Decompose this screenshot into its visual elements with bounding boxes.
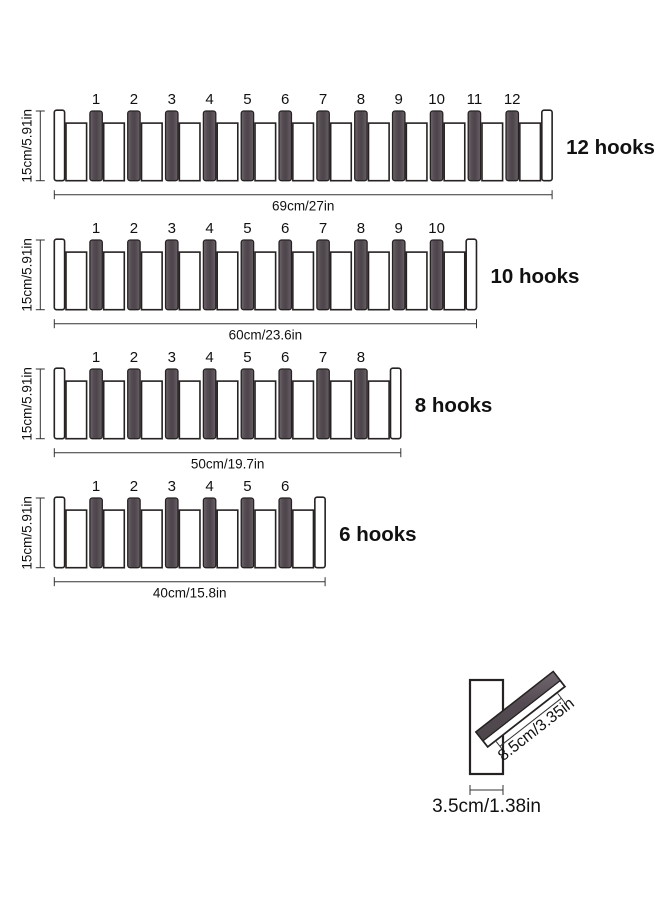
svg-text:6: 6 bbox=[281, 91, 289, 108]
svg-text:12 hooks: 12 hooks bbox=[566, 136, 655, 159]
svg-text:10 hooks: 10 hooks bbox=[491, 265, 580, 288]
svg-text:15cm/5.91in: 15cm/5.91in bbox=[19, 367, 34, 441]
svg-text:2: 2 bbox=[130, 220, 138, 237]
svg-text:15cm/5.91in: 15cm/5.91in bbox=[19, 109, 34, 183]
svg-text:1: 1 bbox=[92, 349, 100, 366]
svg-text:1: 1 bbox=[92, 478, 100, 495]
svg-text:3.5cm/1.38in: 3.5cm/1.38in bbox=[432, 796, 541, 817]
svg-text:3: 3 bbox=[168, 349, 176, 366]
svg-text:4: 4 bbox=[205, 349, 213, 366]
svg-text:2: 2 bbox=[130, 349, 138, 366]
svg-text:3: 3 bbox=[168, 220, 176, 237]
svg-text:4: 4 bbox=[205, 478, 213, 495]
svg-text:2: 2 bbox=[130, 478, 138, 495]
svg-text:7: 7 bbox=[319, 349, 327, 366]
svg-text:12: 12 bbox=[504, 91, 521, 108]
svg-text:15cm/5.91in: 15cm/5.91in bbox=[19, 238, 34, 312]
svg-text:6 hooks: 6 hooks bbox=[339, 523, 416, 546]
svg-text:5: 5 bbox=[243, 91, 251, 108]
svg-text:6: 6 bbox=[281, 220, 289, 237]
svg-text:7: 7 bbox=[319, 91, 327, 108]
svg-text:3: 3 bbox=[168, 478, 176, 495]
svg-text:7: 7 bbox=[319, 220, 327, 237]
svg-text:9: 9 bbox=[395, 220, 403, 237]
svg-text:40cm/15.8in: 40cm/15.8in bbox=[153, 586, 227, 601]
svg-text:5: 5 bbox=[243, 349, 251, 366]
svg-text:1: 1 bbox=[92, 91, 100, 108]
svg-text:5: 5 bbox=[243, 220, 251, 237]
svg-text:50cm/19.7in: 50cm/19.7in bbox=[191, 457, 265, 472]
svg-text:6: 6 bbox=[281, 478, 289, 495]
svg-text:10: 10 bbox=[428, 220, 445, 237]
svg-text:5: 5 bbox=[243, 478, 251, 495]
svg-text:8: 8 bbox=[357, 349, 365, 366]
svg-text:8: 8 bbox=[357, 91, 365, 108]
svg-text:15cm/5.91in: 15cm/5.91in bbox=[19, 496, 34, 570]
svg-text:1: 1 bbox=[92, 220, 100, 237]
svg-text:69cm/27in: 69cm/27in bbox=[272, 199, 334, 214]
svg-text:4: 4 bbox=[205, 91, 213, 108]
svg-text:8 hooks: 8 hooks bbox=[415, 394, 492, 417]
svg-text:4: 4 bbox=[205, 220, 213, 237]
svg-text:9: 9 bbox=[395, 91, 403, 108]
svg-text:2: 2 bbox=[130, 91, 138, 108]
svg-text:3: 3 bbox=[168, 91, 176, 108]
svg-text:8: 8 bbox=[357, 220, 365, 237]
svg-text:60cm/23.6in: 60cm/23.6in bbox=[229, 328, 303, 343]
svg-text:11: 11 bbox=[467, 91, 483, 108]
svg-text:10: 10 bbox=[428, 91, 445, 108]
svg-text:6: 6 bbox=[281, 349, 289, 366]
